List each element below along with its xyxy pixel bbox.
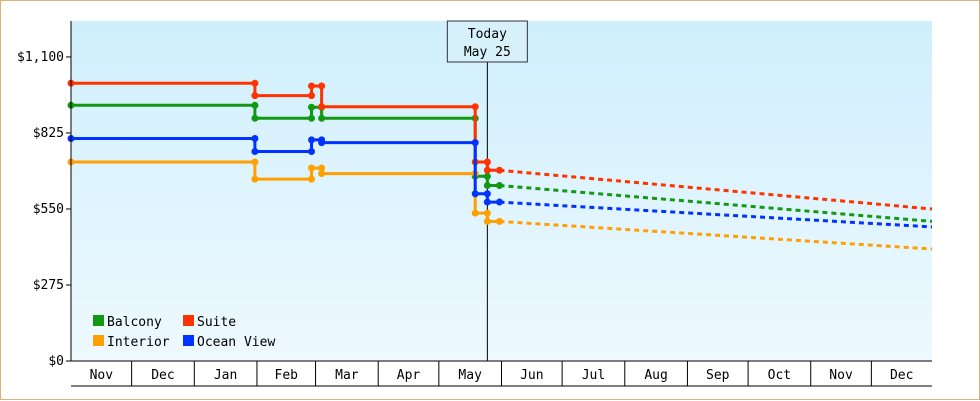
data-point-interior (251, 158, 259, 166)
data-point-ocean-view (483, 190, 491, 198)
y-tick-label: $0 (48, 354, 64, 369)
data-point-balcony (251, 101, 259, 109)
data-point-interior (308, 164, 316, 172)
y-tick-label: $550 (33, 202, 64, 217)
data-point-interior (483, 217, 491, 225)
x-month-label: Dec (890, 368, 913, 383)
data-point-ocean-view (251, 147, 259, 155)
data-point-interior (318, 164, 326, 172)
y-tick-label: $825 (33, 126, 64, 141)
data-point-suite (251, 92, 259, 100)
plot-area (71, 21, 932, 361)
data-point-ocean-view (251, 134, 259, 142)
series-balcony (67, 101, 933, 223)
legend-label-interior: Interior (107, 335, 170, 350)
data-point-suite (483, 166, 491, 174)
x-month-label: Nov (90, 368, 114, 383)
data-point-ocean-view (318, 139, 326, 147)
data-point-ocean-view (308, 136, 316, 144)
data-point-balcony (308, 103, 316, 111)
data-point-balcony (483, 181, 491, 189)
series-forecast-balcony (499, 184, 933, 223)
x-month-label: Jun (520, 368, 543, 383)
data-point-suite (318, 103, 326, 111)
data-point-suite (495, 166, 503, 174)
data-point-balcony (251, 114, 259, 122)
today-marker: Today May 25 (446, 20, 528, 361)
data-point-ocean-view (471, 190, 479, 198)
y-axis: $0 $275 $550 $825 $1,100 (17, 21, 72, 369)
x-month-label: Mar (335, 368, 359, 383)
y-tick-label: $1,100 (17, 50, 64, 65)
data-point-suite (483, 158, 491, 166)
x-month-label: Jul (582, 368, 605, 383)
data-point-suite (251, 79, 259, 87)
today-label: Today (468, 27, 507, 42)
series-interior (67, 158, 933, 251)
legend-swatch-interior (93, 335, 104, 346)
series-layer (67, 79, 933, 251)
series-ocean-view (67, 134, 933, 229)
today-date-label: May 25 (464, 45, 511, 60)
y-tick-label: $275 (33, 278, 64, 293)
data-point-suite (318, 82, 326, 90)
x-month-label: Sep (706, 368, 730, 383)
data-point-interior (471, 209, 479, 217)
legend-label-suite: Suite (197, 315, 236, 330)
data-point-interior (483, 209, 491, 217)
x-month-label: Feb (275, 368, 299, 383)
data-point-ocean-view (308, 147, 316, 155)
data-point-suite (308, 82, 316, 90)
x-month-label: Oct (768, 368, 791, 383)
data-point-interior (251, 175, 259, 183)
legend-label-ocean-view: Ocean View (197, 335, 275, 350)
legend-swatch-suite (183, 315, 194, 326)
series-forecast-suite (499, 168, 933, 211)
data-point-balcony (483, 172, 491, 180)
legend-swatch-ocean-view (183, 335, 194, 346)
legend-label-balcony: Balcony (107, 315, 162, 330)
series-suite (67, 79, 933, 211)
series-forecast-ocean-view (499, 200, 933, 229)
x-month-label: Jan (214, 368, 237, 383)
data-point-suite (471, 103, 479, 111)
data-point-ocean-view (471, 139, 479, 147)
series-forecast-interior (499, 219, 933, 251)
legend: Balcony Suite Interior Ocean View (93, 315, 275, 350)
x-month-label: May (458, 368, 482, 383)
today-box (446, 20, 528, 63)
data-point-balcony (495, 181, 503, 189)
data-point-interior (495, 217, 503, 225)
x-month-label: Nov (829, 368, 853, 383)
data-point-balcony (318, 114, 326, 122)
data-point-ocean-view (483, 198, 491, 206)
data-point-balcony (308, 114, 316, 122)
data-point-ocean-view (495, 198, 503, 206)
data-point-interior (318, 170, 326, 178)
x-month-label: Dec (151, 368, 174, 383)
legend-swatch-balcony (93, 315, 104, 326)
x-month-label: Apr (397, 368, 421, 383)
x-axis-band: Nov Dec Jan Feb Mar Apr May Jun Jul Aug Sep Oct Nov D… (71, 360, 932, 387)
data-point-suite (308, 92, 316, 100)
data-point-interior (308, 175, 316, 183)
x-month-label: Aug (644, 368, 667, 383)
